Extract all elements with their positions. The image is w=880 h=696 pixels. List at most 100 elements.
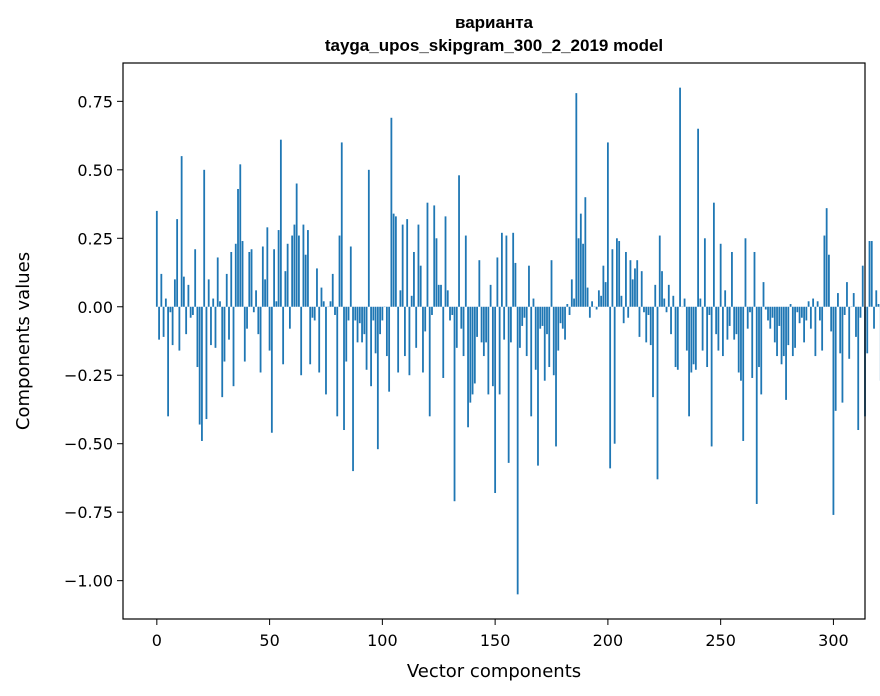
bar <box>740 306 742 381</box>
bar <box>661 271 663 307</box>
bar <box>577 238 580 307</box>
bar <box>338 235 341 307</box>
bar <box>667 284 670 307</box>
bar <box>645 306 648 343</box>
bar <box>823 235 826 307</box>
bar <box>266 227 269 307</box>
bar <box>670 306 672 335</box>
bar <box>255 290 257 307</box>
bar <box>401 224 404 307</box>
bar <box>600 295 603 307</box>
bar <box>458 175 460 307</box>
bar <box>663 298 666 307</box>
bar <box>708 306 711 315</box>
bar <box>733 306 736 340</box>
bar <box>444 216 447 307</box>
bar <box>352 306 354 472</box>
bar <box>415 306 418 348</box>
bar <box>437 284 440 307</box>
bar-series <box>155 87 880 595</box>
bar <box>198 306 201 425</box>
x-tick-label: 200 <box>593 631 624 650</box>
bar <box>604 282 607 307</box>
bar <box>703 238 706 307</box>
bar <box>453 306 456 502</box>
bar <box>192 306 194 315</box>
bar <box>622 306 625 324</box>
bar <box>753 251 756 307</box>
bar <box>482 306 485 357</box>
bar <box>537 306 539 466</box>
bar <box>167 306 169 417</box>
x-tick-label: 100 <box>367 631 398 650</box>
bar <box>566 304 569 307</box>
bar <box>286 243 289 307</box>
bar <box>690 306 693 373</box>
bar <box>340 142 343 307</box>
bar <box>767 306 769 321</box>
bar <box>410 295 413 307</box>
y-axis-label: Components values <box>13 252 34 430</box>
bar <box>196 306 199 368</box>
bar <box>832 306 835 515</box>
y-tick-label: 0.00 <box>77 298 113 317</box>
bar <box>582 243 584 307</box>
bar <box>800 306 803 318</box>
bar <box>834 306 837 411</box>
bar <box>717 306 720 351</box>
bar <box>408 306 411 376</box>
bar <box>155 210 158 307</box>
bar <box>372 306 375 321</box>
y-tick-label: −0.50 <box>64 435 113 454</box>
bar <box>728 306 731 326</box>
bar <box>557 306 560 351</box>
y-tick-label: −0.75 <box>64 503 113 522</box>
bar <box>176 219 179 307</box>
bar <box>282 306 285 365</box>
bar <box>223 306 226 362</box>
bar <box>584 197 587 307</box>
bar <box>273 249 275 307</box>
bar <box>392 213 395 307</box>
bar <box>821 306 824 351</box>
bar <box>309 306 312 365</box>
bar <box>873 306 875 329</box>
bar <box>771 306 774 318</box>
bar <box>426 202 429 307</box>
x-axis-label: Vector components <box>407 661 581 682</box>
bar <box>284 271 287 307</box>
bar <box>207 279 210 307</box>
bar <box>381 306 384 321</box>
bar <box>451 306 454 315</box>
bar <box>496 257 499 307</box>
bar <box>331 273 334 307</box>
bar <box>794 306 796 348</box>
bar <box>374 306 377 354</box>
bar <box>467 306 469 428</box>
bar <box>588 306 591 318</box>
bar <box>298 235 300 307</box>
bar <box>246 306 248 329</box>
bar <box>422 306 424 373</box>
bar <box>591 301 593 307</box>
bar <box>742 306 745 441</box>
bar <box>455 306 458 348</box>
bar <box>625 251 627 307</box>
plot-frame <box>122 62 866 620</box>
bar <box>868 241 871 307</box>
bar <box>473 306 476 384</box>
bar <box>221 306 224 398</box>
bar <box>751 306 754 378</box>
bar <box>525 306 528 357</box>
bar <box>731 251 733 307</box>
bar <box>302 224 305 307</box>
bar <box>300 306 303 376</box>
bar <box>214 306 217 348</box>
bar <box>250 249 253 307</box>
bar <box>201 306 203 441</box>
bar <box>500 232 503 307</box>
bar <box>158 306 160 340</box>
bar <box>803 306 805 343</box>
bar <box>248 251 251 307</box>
y-tick-label: 0.50 <box>77 161 113 180</box>
